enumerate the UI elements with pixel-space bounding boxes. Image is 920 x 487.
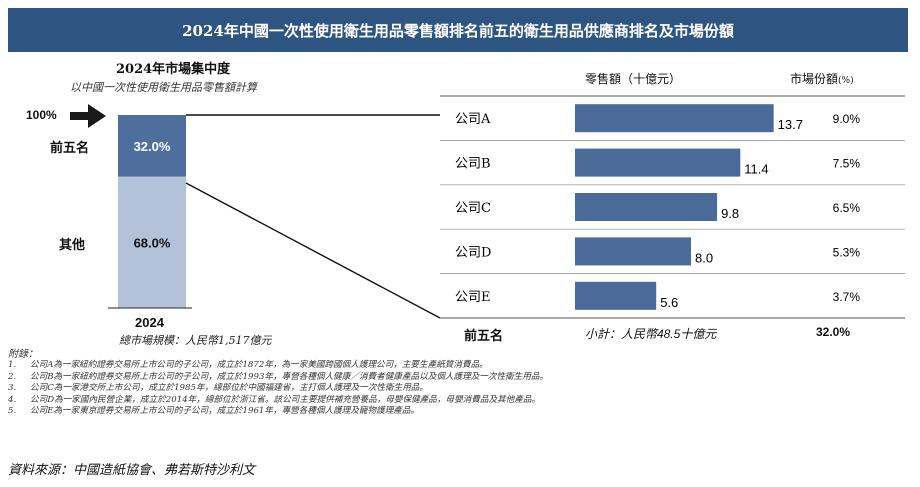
company-bar <box>575 148 741 177</box>
bar-segment-top5 <box>118 115 186 177</box>
footer-subtotal: 小計：人民幣48.5十億元 <box>585 327 717 341</box>
note-item: 2. 公司B為一家紐約證券交易所上市公司的子公司，成立於1993年，專營各種個人健… <box>8 370 548 382</box>
company-share: 9.0% <box>833 112 861 126</box>
note-text: 公司D為一家國內民營企業，成立於2014年，總部位於浙江省。該公司主要提供補充營… <box>30 394 541 405</box>
company-share: 7.5% <box>833 157 861 171</box>
notes-heading: 附錄： <box>8 349 38 360</box>
company-label: 公司C <box>455 201 491 216</box>
source-label: 資料來源：中國造紙協會、弗若斯特沙利文 <box>8 463 256 478</box>
note-text: 公司C為一家港交所上市公司，成立於1985年，總部位於中國福建省，主打個人護理及… <box>30 383 428 393</box>
company-bar <box>575 281 657 310</box>
left-panel-title: 2024年市場集中度 <box>116 62 231 77</box>
pointer-arrow-icon <box>70 104 106 128</box>
top5-label: 前五名 <box>50 141 90 156</box>
company-share: 5.3% <box>833 245 861 259</box>
page-title: 2024年中國一次性使用衛生用品零售額排名前五的衛生用品供應商排名及市場份額 <box>182 21 734 40</box>
company-bar <box>575 237 691 266</box>
share-header-label: 市場份額 <box>790 72 839 86</box>
year-label: 2024 <box>135 315 164 330</box>
note-item: 3. 公司C為一家港交所上市公司，成立於1985年，總部位於中國福建省，主打個人護… <box>8 381 548 393</box>
company-bar-value: 9.8 <box>721 206 739 221</box>
company-label: 公司B <box>455 157 491 172</box>
note-number: 5. <box>8 406 17 416</box>
company-bar-value: 13.7 <box>778 117 803 132</box>
note-item: 1. 公司A為一家紐約證券交易所上市公司的子公司，成立於1872年，為一家美國跨國… <box>8 358 548 370</box>
pointer-label: 100% <box>26 108 57 122</box>
company-bar-value: 8.0 <box>695 250 713 265</box>
company-bar <box>575 193 718 221</box>
share-header: 市場份額(%) <box>790 70 854 87</box>
footer-share: 32.0% <box>816 325 851 339</box>
note-text: 公司E為一家東京證券交易所上市公司的子公司，成立於1961年，專營各種個人護理及… <box>30 406 420 416</box>
note-text: 公司B為一家紐約證券交易所上市公司的子公司，成立於1993年，專營各種個人健康／… <box>30 371 549 382</box>
sales-header: 零售額（十億元） <box>585 72 682 86</box>
company-share: 6.5% <box>833 201 861 215</box>
company-label: 公司E <box>455 290 491 305</box>
others-label: 其他 <box>59 238 86 253</box>
others-share-label: 68.0% <box>134 235 171 250</box>
company-bar-value: 5.6 <box>660 295 678 310</box>
company-bar-value: 11.4 <box>744 162 768 177</box>
company-label: 公司D <box>455 245 491 260</box>
bar-segment-others <box>118 176 186 308</box>
footer-top5-label: 前五名 <box>464 329 504 344</box>
share-header-unit: (%) <box>838 76 854 86</box>
note-number: 1. <box>8 360 17 370</box>
note-item: 5. 公司E為一家東京證券交易所上市公司的子公司，成立於1961年，專營各種個人護… <box>8 404 548 416</box>
note-number: 4. <box>8 394 17 405</box>
connector-bottom <box>185 182 441 319</box>
top5-share-label: 32.0% <box>134 139 171 154</box>
company-label: 公司A <box>455 112 491 127</box>
note-number: 3. <box>8 383 17 393</box>
company-bar <box>575 104 774 133</box>
note-item: 4. 公司D為一家國內民營企業，成立於2014年，總部位於浙江省。該公司主要提供補… <box>8 393 548 405</box>
note-number: 2. <box>8 371 17 382</box>
market-size-label: 總市場規模：人民幣1,517億元 <box>119 334 272 347</box>
company-share: 3.7% <box>833 290 861 304</box>
left-panel-subtitle: 以中國一次性使用衛生用品零售額計算 <box>70 81 257 94</box>
notes-list: 1. 公司A為一家紐約證券交易所上市公司的子公司，成立於1872年，為一家美國跨國… <box>8 358 548 416</box>
title-banner: 2024年中國一次性使用衛生用品零售額排名前五的衛生用品供應商排名及市場份額 <box>8 8 908 52</box>
note-text: 公司A為一家紐約證券交易所上市公司的子公司，成立於1872年，為一家美國跨國個人… <box>30 360 488 370</box>
